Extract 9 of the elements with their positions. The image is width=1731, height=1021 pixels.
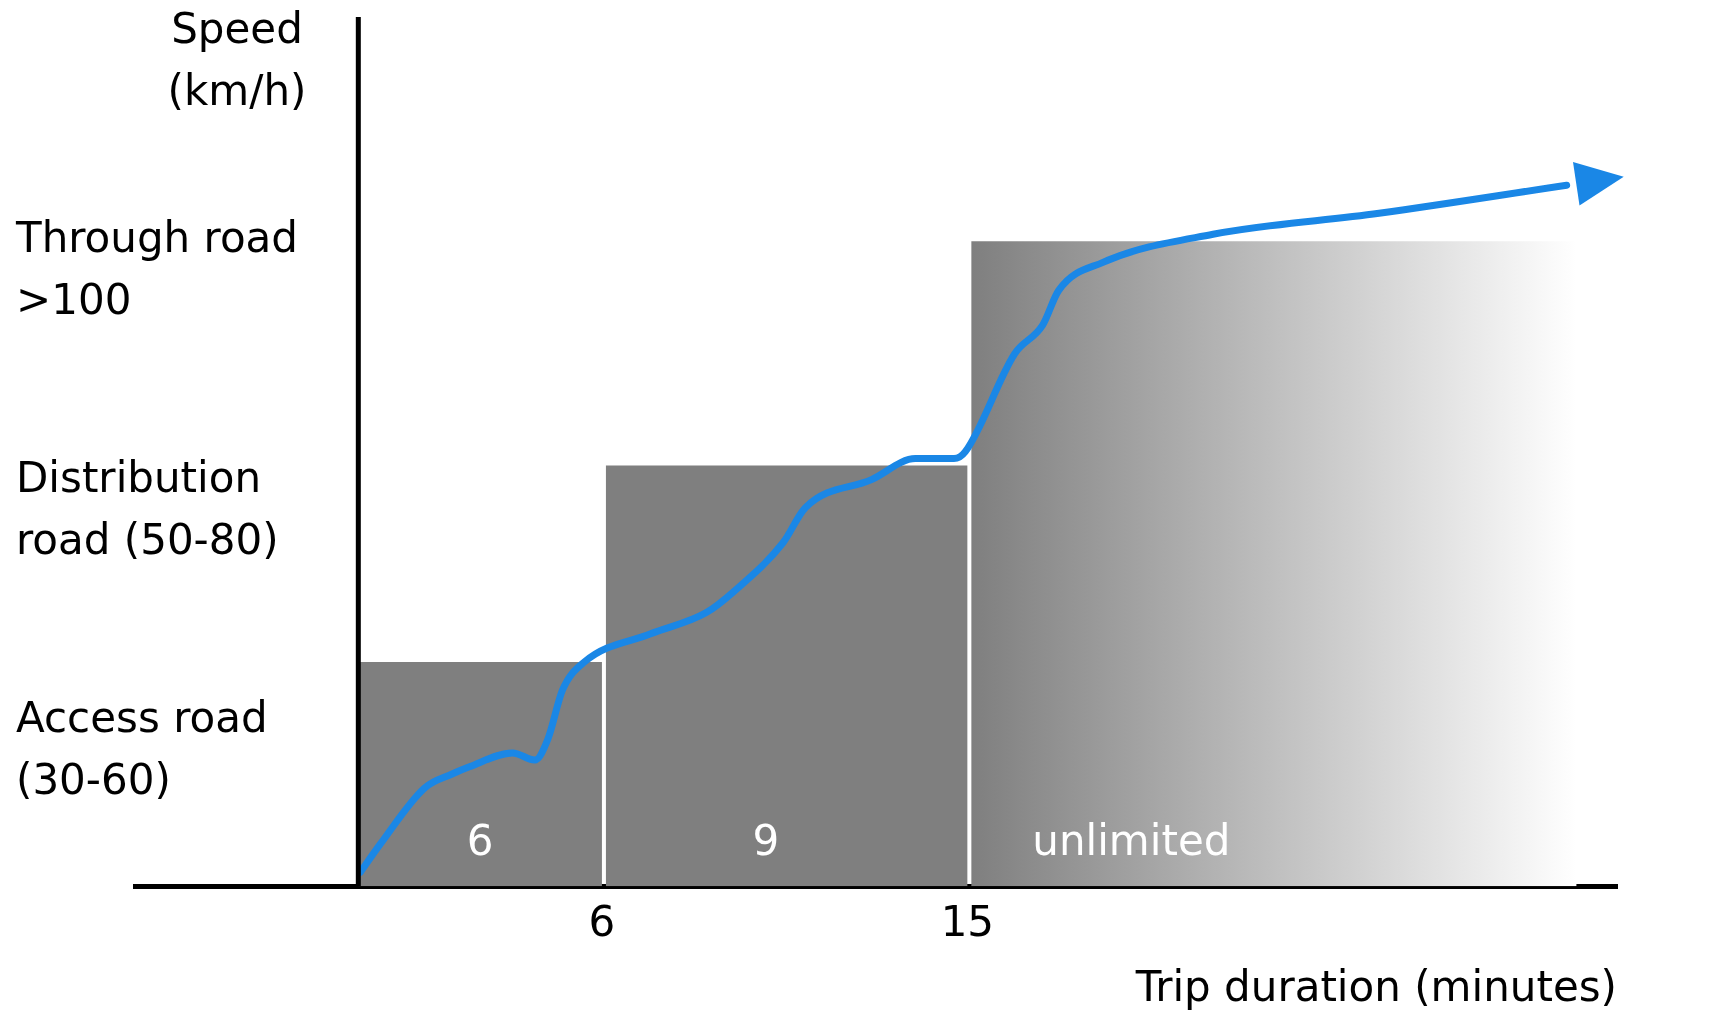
annotation: unlimited <box>1032 816 1231 866</box>
x-axis-title: Trip duration (minutes) <box>1134 961 1617 1011</box>
annotation: 9 <box>752 816 780 866</box>
annotation: Through road >100 <box>15 212 299 324</box>
annotation: Distribution road (50-80) <box>16 452 279 564</box>
x-tick-label: 15 <box>940 897 995 947</box>
annotation: Access road (30-60) <box>16 692 268 804</box>
annotation: 6 <box>466 816 494 866</box>
y-axis-title: Speed (km/h) <box>167 3 307 115</box>
